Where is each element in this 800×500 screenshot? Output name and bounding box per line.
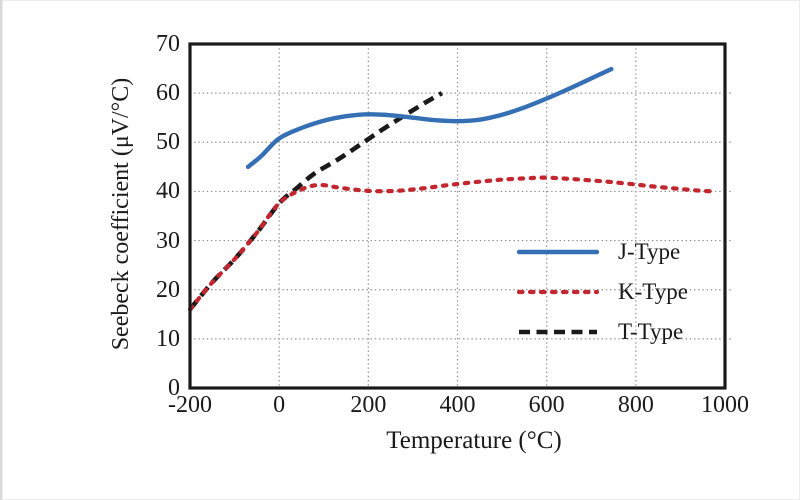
y-tick-label: 30 [156,227,180,254]
legend-line-sample [516,289,600,295]
y-tick-label: 60 [156,80,180,107]
x-tick-label: 400 [439,392,476,418]
legend-label: T-Type [618,319,684,344]
x-tick-label: 0 [273,392,286,418]
plot-frame [188,42,727,390]
legend-label: K-Type [618,279,688,304]
legend-item-t-type: T-Type [516,312,726,352]
x-tick-label: 200 [350,392,387,418]
x-tick-label: 800 [617,392,654,418]
legend-item-j-type: J-Type [516,232,726,272]
y-tick-label: 40 [156,178,180,205]
x-tick-label: 1000 [701,392,749,418]
y-tick-label: 20 [156,276,180,303]
legend: J-Type K-Type T-Type [516,232,726,352]
series-line-k-type [187,175,719,312]
legend-line-sample [516,249,600,255]
y-tick-label: 50 [156,129,180,156]
x-tick-label: 600 [528,392,565,418]
legend-label: J-Type [618,239,681,264]
legend-item-k-type: K-Type [516,272,726,312]
y-tick-label: 10 [156,325,180,352]
y-tick-label: 70 [156,31,180,57]
x-axis-title: Temperature (°C) [386,427,562,454]
series-line-j-type [245,66,614,170]
y-tick-label: 0 [168,375,180,401]
x-tick-label: -200 [168,392,212,418]
series-line-t-type [188,91,444,311]
legend-line-sample [519,329,597,335]
